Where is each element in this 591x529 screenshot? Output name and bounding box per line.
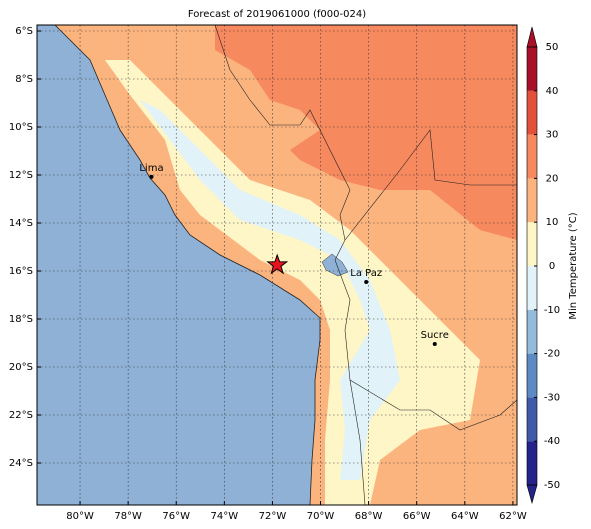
y-tick-label: 16°S [9,266,33,277]
city-dot [432,341,437,346]
y-tick-label: 22°S [9,410,33,421]
colorbar-bin [527,266,537,310]
border [349,379,518,431]
city-label: La Paz [350,268,382,279]
colorbar-bin [527,178,537,223]
y-tick-label: 20°S [9,362,33,373]
x-tick-label: 64°W [451,511,479,522]
city-label: Lima [139,163,163,174]
colorbar-tick-label: -20 [544,349,560,360]
x-tick-label: 62°W [499,511,527,522]
border [344,129,517,241]
colorbar-tick-label: 30 [546,130,559,141]
colorbar-tick-label: -10 [544,305,560,316]
colorbar-tick-label: -50 [544,480,560,491]
location-star [266,253,289,275]
y-tick-label: 12°S [9,170,33,181]
colorbar-tick-label: 10 [546,217,559,228]
y-tick-label: 8°S [15,74,33,85]
y-tick-label: 18°S [9,314,33,325]
grid [37,25,517,505]
city-dot [149,174,154,179]
coastline [54,24,321,506]
y-tick-label: 6°S [15,26,33,37]
colorbar-tick-label: 50 [546,42,559,53]
colorbar-bin [527,90,537,135]
colorbar-tick-label: 20 [546,173,559,184]
border [214,24,366,506]
colorbar-extend [526,484,538,505]
y-tick-label: 10°S [9,122,33,133]
x-tick-label: 78°W [114,511,142,522]
chart-title: Forecast of 2019061000 (f000-024) [188,9,366,20]
x-tick-label: 80°W [66,511,94,522]
y-tick-label: 24°S [9,458,33,469]
map-frame [36,24,518,506]
colorbar-bin [527,353,537,398]
colorbar-tick-label: -40 [544,436,560,447]
colorbar-bin [527,397,537,442]
colorbar-label: Min Temperature (°C) [568,212,579,319]
x-tick-label: 72°W [259,511,287,522]
x-tick-label: 68°W [355,511,383,522]
colorbar-bin [527,441,537,485]
colorbar-bin [527,309,537,354]
y-tick-label: 14°S [9,218,33,229]
x-tick-label: 66°W [403,511,431,522]
colorbar-extend [526,26,538,48]
city-label: Sucre [421,330,449,341]
colorbar-tick-label: 0 [549,261,555,272]
colorbar-bin [527,222,537,266]
x-tick-label: 74°W [211,511,239,522]
colorbar-tick-label: -30 [544,392,560,403]
colorbar-tick-label: 40 [546,86,559,97]
lake [321,253,349,277]
city-dot [364,280,369,285]
colorbar-bin [527,134,537,179]
x-tick-label: 76°W [162,511,190,522]
x-tick-label: 70°W [307,511,335,522]
colorbar-bin [527,47,537,91]
